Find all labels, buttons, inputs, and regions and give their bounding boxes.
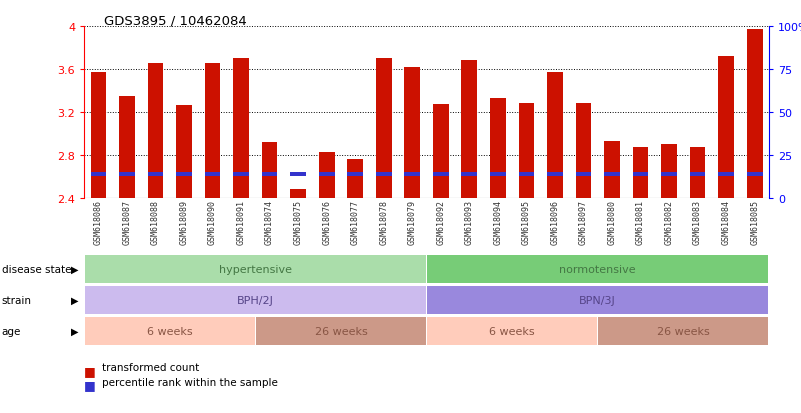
Bar xyxy=(604,142,620,198)
Text: age: age xyxy=(2,326,21,336)
Text: BPN/3J: BPN/3J xyxy=(579,295,616,305)
Bar xyxy=(233,173,249,177)
Bar xyxy=(176,173,191,177)
Bar xyxy=(91,73,107,198)
Bar xyxy=(598,317,768,345)
Bar xyxy=(376,59,392,198)
Bar xyxy=(205,173,220,177)
Bar xyxy=(256,317,426,345)
Bar xyxy=(348,173,363,177)
Bar xyxy=(405,68,420,198)
Bar xyxy=(690,173,706,177)
Bar xyxy=(662,173,677,177)
Bar xyxy=(176,106,191,198)
Bar xyxy=(633,148,648,198)
Text: ■: ■ xyxy=(84,378,96,391)
Bar xyxy=(262,142,277,198)
Text: transformed count: transformed count xyxy=(102,363,199,373)
Text: 26 weeks: 26 weeks xyxy=(315,326,368,336)
Bar xyxy=(747,173,763,177)
Bar xyxy=(518,104,534,198)
Bar xyxy=(147,64,163,198)
Text: ▶: ▶ xyxy=(71,264,78,274)
Bar xyxy=(461,61,477,198)
Bar xyxy=(427,317,598,345)
Bar xyxy=(85,286,426,314)
Bar xyxy=(85,255,426,283)
Bar xyxy=(662,145,677,198)
Text: hypertensive: hypertensive xyxy=(219,264,292,274)
Bar xyxy=(405,173,420,177)
Text: strain: strain xyxy=(2,295,31,305)
Bar xyxy=(427,286,768,314)
Bar xyxy=(319,173,335,177)
Text: ▶: ▶ xyxy=(71,295,78,305)
Bar xyxy=(747,30,763,198)
Bar xyxy=(433,105,449,198)
Text: ■: ■ xyxy=(84,364,96,377)
Text: normotensive: normotensive xyxy=(559,264,636,274)
Bar xyxy=(490,99,505,198)
Bar xyxy=(576,173,591,177)
Bar xyxy=(119,97,135,198)
Bar xyxy=(147,173,163,177)
Bar xyxy=(547,73,563,198)
Text: disease state: disease state xyxy=(2,264,71,274)
Text: 6 weeks: 6 weeks xyxy=(147,326,192,336)
Bar xyxy=(718,173,734,177)
Text: 6 weeks: 6 weeks xyxy=(489,326,535,336)
Text: BPH/2J: BPH/2J xyxy=(237,295,274,305)
Bar xyxy=(433,173,449,177)
Bar xyxy=(633,173,648,177)
Text: GDS3895 / 10462084: GDS3895 / 10462084 xyxy=(104,14,247,27)
Bar xyxy=(604,173,620,177)
Bar xyxy=(205,64,220,198)
Bar xyxy=(547,173,563,177)
Bar xyxy=(718,57,734,198)
Bar xyxy=(518,173,534,177)
Bar xyxy=(690,148,706,198)
Bar xyxy=(290,190,306,198)
Bar xyxy=(85,317,255,345)
Bar xyxy=(233,59,249,198)
Text: ▶: ▶ xyxy=(71,326,78,336)
Text: 26 weeks: 26 weeks xyxy=(657,326,710,336)
Bar xyxy=(376,173,392,177)
Bar xyxy=(461,173,477,177)
Bar xyxy=(576,104,591,198)
Bar xyxy=(348,160,363,198)
Bar xyxy=(119,173,135,177)
Bar xyxy=(262,173,277,177)
Bar xyxy=(319,152,335,198)
Bar xyxy=(290,173,306,177)
Bar xyxy=(427,255,768,283)
Text: percentile rank within the sample: percentile rank within the sample xyxy=(102,377,278,387)
Bar xyxy=(91,173,107,177)
Bar xyxy=(490,173,505,177)
